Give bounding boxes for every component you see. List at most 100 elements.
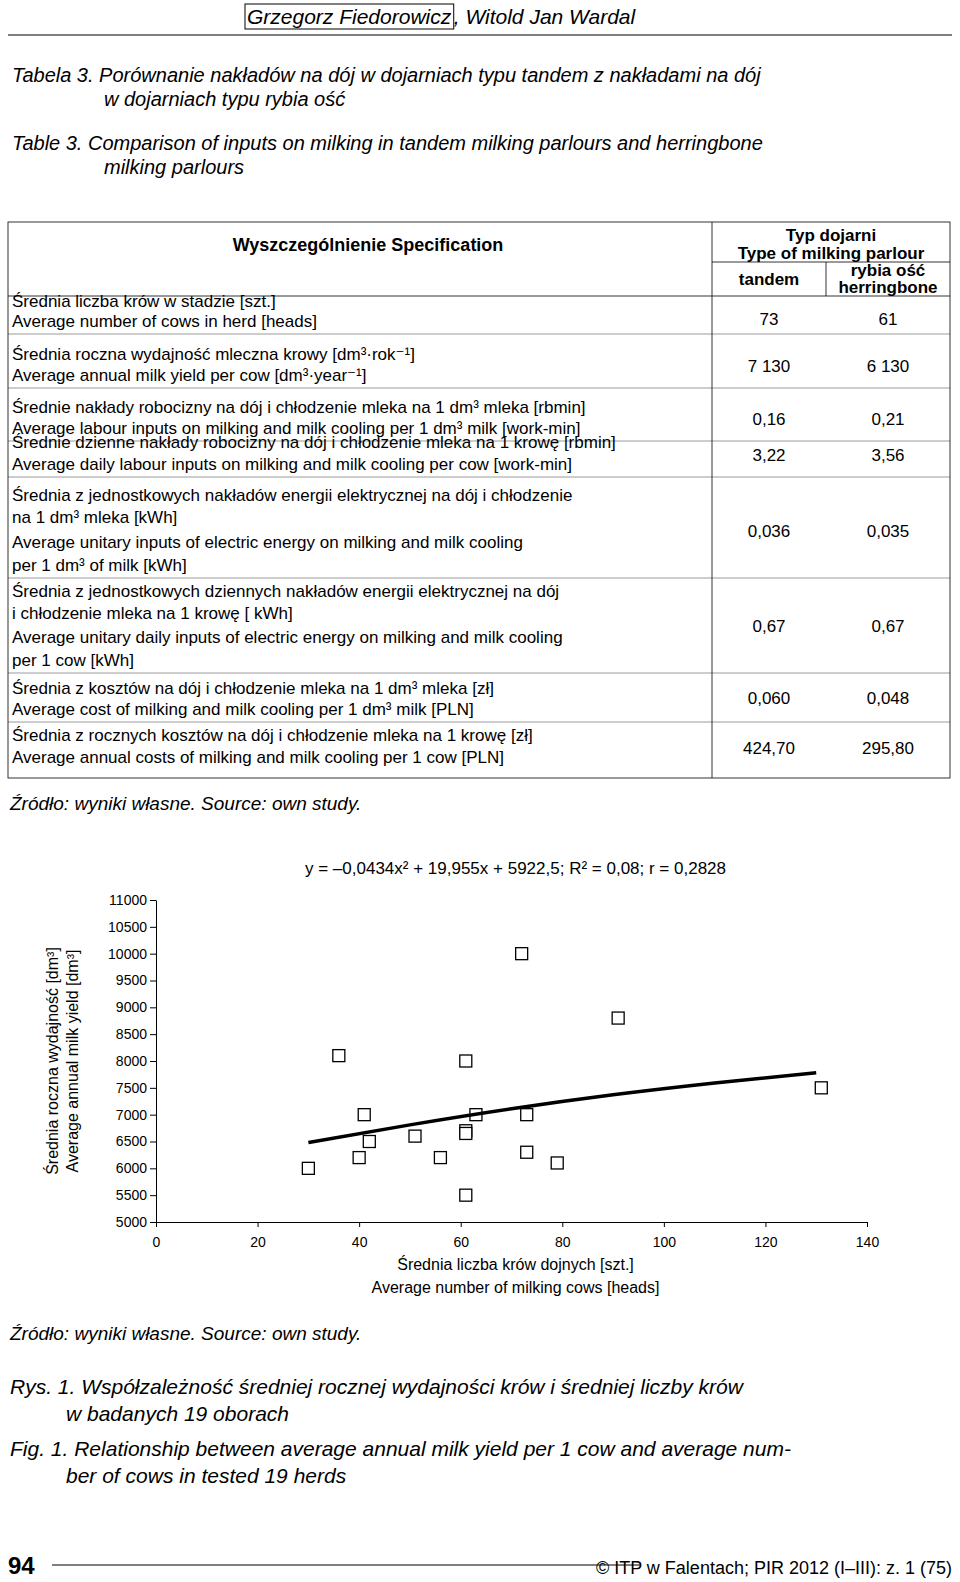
cell-value: 61 [879, 310, 898, 329]
page: Grzegorz Fiedorowicz, Witold Jan WardalT… [0, 0, 960, 1582]
tick-label: 8500 [116, 1026, 147, 1042]
axis-line [157, 1223, 868, 1228]
point [333, 1050, 345, 1062]
x-tick: 20 [250, 1222, 266, 1250]
row-label: Średnie nakłady robocizny na dój i chłod… [12, 398, 586, 417]
x-tick: 80 [555, 1222, 571, 1250]
point [358, 1109, 370, 1121]
tick-mark [156, 1222, 157, 1227]
y-tick: 10500 [108, 919, 156, 935]
x-tick: 60 [453, 1222, 469, 1250]
figure-caption: w badanych 19 oborach [66, 1402, 289, 1425]
tick-mark [150, 1007, 156, 1008]
x-axis-title: Średnia liczba krów dojnych [szt.] [397, 1255, 634, 1273]
point [353, 1152, 365, 1164]
figure-caption: Fig. 1. Relationship between average ann… [10, 1437, 791, 1460]
y-tick: 5500 [116, 1187, 156, 1203]
point [409, 1130, 421, 1142]
row-label: Average annual milk yield per cow [dm³·y… [12, 366, 366, 385]
tick-mark [150, 1088, 156, 1089]
tick-label: 8000 [116, 1053, 147, 1069]
row-label: per 1 cow [kWh] [12, 651, 134, 670]
y-tick: 8500 [116, 1026, 156, 1042]
tick-mark [562, 1222, 563, 1227]
table-header: tandem [739, 270, 799, 289]
y-tick: 10000 [108, 946, 156, 962]
tick-label: 9000 [116, 999, 147, 1015]
tick-label: 100 [653, 1234, 677, 1250]
rule [8, 334, 950, 335]
row-label: Średnie dzienne nakłady robocizny na dój… [12, 433, 616, 452]
x-tick: 140 [856, 1222, 880, 1250]
cell-value: 0,67 [752, 617, 785, 636]
point [521, 1146, 533, 1158]
table-header: Wyszczególnienie Specification [233, 235, 504, 255]
y-tick: 9000 [116, 999, 156, 1015]
row-label: Average cost of milking and milk cooling… [12, 700, 474, 719]
rule [52, 1565, 640, 1566]
source-note: Źródło: wyniki własne. Source: own study… [9, 793, 361, 814]
cell-value: 0,035 [867, 522, 910, 541]
row-label: Średnia z rocznych kosztów na dój i chło… [12, 726, 533, 745]
tick-mark [150, 1034, 156, 1035]
y-tick: 11000 [109, 892, 156, 908]
journal-ref: © ITP w Falentach; PIR 2012 (I–III): z. … [596, 1558, 952, 1578]
row-label: Średnia z kosztów na dój i chłodzenie ml… [12, 679, 494, 698]
row-label: Average number of cows in herd [heads] [12, 312, 317, 331]
tick-mark [664, 1222, 665, 1227]
point [460, 1189, 472, 1201]
point [460, 1055, 472, 1067]
tick-label: 40 [352, 1234, 368, 1250]
cell-value: 0,16 [752, 410, 785, 429]
y-tick: 9500 [116, 972, 156, 988]
y-tick: 8000 [116, 1053, 156, 1069]
tick-mark [150, 900, 156, 901]
cell-value: 0,67 [871, 617, 904, 636]
tick-mark [150, 1222, 156, 1223]
tick-mark [150, 1142, 156, 1143]
running-head-author: Grzegorz Fiedorowicz [247, 5, 452, 28]
tick-mark [461, 1222, 462, 1227]
tick-label: 5000 [116, 1214, 147, 1230]
rule [826, 262, 827, 296]
table-title: w dojarniach typu rybia ość [104, 88, 345, 110]
tick-label: 7000 [116, 1107, 147, 1123]
tick-mark [150, 954, 156, 955]
point [516, 948, 528, 960]
cell-value: 295,80 [862, 739, 914, 758]
x-axis-title: Average number of milking cows [heads] [372, 1279, 660, 1296]
table-title: Table 3. Comparison of inputs on milking… [12, 132, 763, 154]
point [551, 1157, 563, 1169]
y-axis-title: Average annual milk yield [dm³] [64, 950, 81, 1173]
table-title: Tabela 3. Porównanie nakładów na dój w d… [12, 64, 761, 86]
tick-label: 10000 [108, 946, 147, 962]
tick-label: 6500 [116, 1133, 147, 1149]
y-axis: 5000550060006500700075008000850090009500… [108, 892, 156, 1230]
x-axis: 020406080100120140 [153, 1222, 880, 1250]
point [521, 1109, 533, 1121]
axis-line [156, 901, 157, 1223]
point [815, 1082, 827, 1094]
rule [8, 477, 950, 478]
y-tick: 6500 [116, 1133, 156, 1149]
cell-value: 7 130 [748, 357, 791, 376]
cell-value: 73 [760, 310, 779, 329]
row-label: Średnia z jednostkowych nakładów energii… [12, 486, 572, 505]
y-axis-title: Średnia roczna wydajność [dm³] [43, 947, 61, 1175]
page-number: 94 [8, 1552, 35, 1579]
cell-value: 0,21 [871, 410, 904, 429]
cell-value: 0,048 [867, 689, 910, 708]
cell-value: 3,56 [871, 446, 904, 465]
row-label: Średnia liczba krów w stadzie [szt.] [12, 292, 276, 311]
author-box [245, 4, 454, 29]
rule [8, 722, 950, 723]
point [460, 1127, 472, 1139]
row-label: Average daily labour inputs on milking a… [12, 455, 572, 474]
y-tick: 7000 [116, 1107, 156, 1123]
table-frame [8, 222, 950, 778]
row-label: Średnia z jednostkowych dziennych nakład… [12, 582, 559, 601]
tick-label: 5500 [116, 1187, 147, 1203]
tick-mark [150, 1115, 156, 1116]
tick-mark [150, 1168, 156, 1169]
y-tick: 7500 [116, 1080, 156, 1096]
